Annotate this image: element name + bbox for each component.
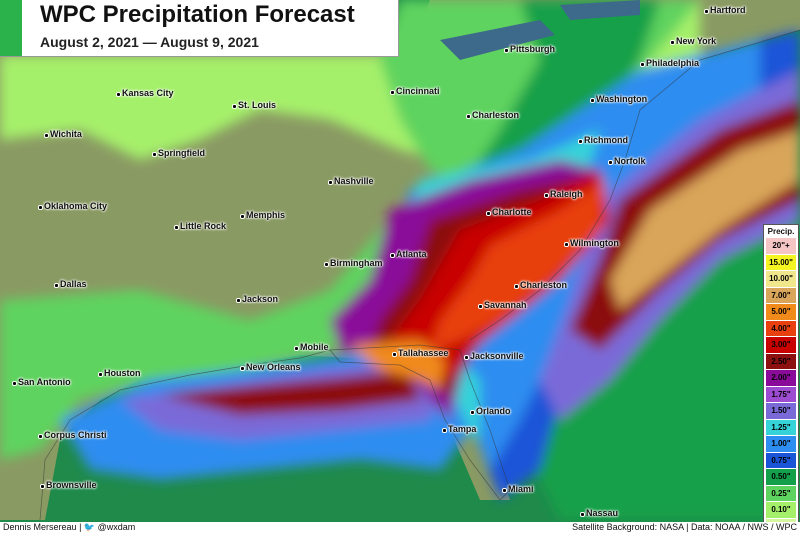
page-title: WPC Precipitation Forecast (40, 1, 355, 28)
city-label: Wilmington (564, 238, 619, 248)
zone-050 (460, 0, 660, 200)
city-label: Miami (502, 484, 534, 494)
city-label: Atlanta (390, 249, 427, 259)
legend-item: 1.25" (766, 419, 796, 435)
legend-item: 1.75" (766, 386, 796, 402)
date-range: August 2, 2021 — August 9, 2021 (40, 34, 259, 50)
lake-erie (440, 20, 555, 60)
city-label: Tampa (441, 424, 477, 434)
legend-item: 0.50" (766, 469, 796, 485)
legend-item: 2.50" (766, 353, 796, 369)
legend-items: 20"+ 15.00" 10.00" 7.00" 5.00" 4.00" 3.00" 2.50… (764, 238, 798, 533)
lake-ontario (560, 0, 640, 20)
legend-item: 15.00" (766, 254, 796, 270)
city-label: Little Rock (173, 221, 227, 231)
data-credits: Satellite Background: NASA | Data: NOAA … (572, 522, 797, 532)
city-label: St. Louis (232, 100, 276, 110)
city-label: Hartford (704, 5, 746, 15)
legend-item: 2.00" (766, 370, 796, 386)
legend-item: 7.00" (766, 287, 796, 303)
city-label: Oklahoma City (37, 201, 108, 211)
legend-item: 0.75" (766, 452, 796, 468)
city-label: Washington (589, 94, 648, 104)
city-label: Brownsville (40, 480, 97, 490)
city-label: San Antonio (12, 377, 71, 387)
city-label: Cincinnati (390, 86, 440, 96)
footer-separator: | (79, 522, 82, 532)
city-label: Tallahassee (391, 348, 449, 358)
city-label: Orlando (470, 406, 511, 416)
twitter-bird-icon: 🐦 (83, 522, 96, 532)
precip-legend: Precip. 20"+ 15.00" 10.00" 7.00" 5.00" 4.00" 3… (763, 224, 799, 533)
city-label: Nashville (328, 176, 374, 186)
author-name: Dennis Mersereau (3, 522, 77, 532)
city-label: Birmingham (324, 258, 383, 268)
city-label: Charlotte (486, 207, 532, 217)
legend-item: 1.50" (766, 403, 796, 419)
city-label: Mobile (294, 342, 329, 352)
city-label: Raleigh (544, 189, 583, 199)
city-label: New Orleans (240, 362, 301, 372)
legend-item: 20"+ (766, 238, 796, 254)
zone-250-gulf (160, 370, 420, 415)
zone-025-gulf (0, 190, 440, 460)
legend-header: Precip. (767, 227, 795, 236)
city-label: Nassau (579, 508, 619, 518)
city-label: Wichita (44, 129, 82, 139)
legend-item: 1.00" (766, 436, 796, 452)
city-label: Norfolk (608, 156, 646, 166)
title-panel: WPC Precipitation Forecast August 2, 202… (0, 0, 399, 57)
legend-item: 0.10" (766, 502, 796, 518)
city-label: Corpus Christi (38, 430, 107, 440)
city-label: Savannah (478, 300, 527, 310)
city-label: Jackson (235, 294, 279, 304)
zone-400 (430, 180, 605, 350)
city-label: Pittsburgh (504, 44, 555, 54)
twitter-handle: @wxdam (97, 522, 136, 532)
gulf-coastline (39, 349, 331, 521)
legend-item: 0.25" (766, 485, 796, 501)
city-label: Houston (98, 368, 141, 378)
zone-700-atlantic (610, 130, 800, 310)
city-label: Charleston (513, 280, 568, 290)
footer-author-block: Dennis Mersereau | 🐦 @wxdam (3, 522, 135, 533)
legend-item: 5.00" (766, 304, 796, 320)
city-label: Jacksonville (464, 351, 524, 361)
city-label: Philadelphia (639, 58, 700, 68)
legend-item: 4.00" (766, 320, 796, 336)
city-label: New York (669, 36, 717, 46)
city-label: Kansas City (116, 88, 174, 98)
legend-item: 3.00" (766, 337, 796, 353)
city-label: Richmond (578, 135, 628, 145)
city-label: Charleston (465, 110, 520, 120)
city-label: Springfield (152, 148, 205, 158)
atlantic-coastline (469, 29, 800, 341)
title-accent-bar (0, 0, 22, 56)
city-label: Memphis (239, 210, 286, 220)
legend-item: 10.00" (766, 271, 796, 287)
footer: Dennis Mersereau | 🐦 @wxdam Satellite Ba… (0, 522, 800, 533)
city-label: Dallas (54, 279, 87, 289)
florida-outline (329, 344, 511, 501)
